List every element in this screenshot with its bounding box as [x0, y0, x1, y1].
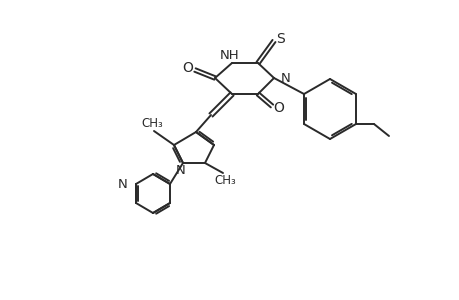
Text: NH: NH	[220, 49, 239, 62]
Text: N: N	[280, 71, 290, 85]
Text: O: O	[182, 61, 193, 75]
Text: CH₃: CH₃	[141, 116, 162, 130]
Text: N: N	[118, 178, 128, 190]
Text: O: O	[273, 101, 284, 115]
Text: CH₃: CH₃	[213, 175, 235, 188]
Text: S: S	[276, 32, 285, 46]
Text: N: N	[176, 164, 185, 176]
